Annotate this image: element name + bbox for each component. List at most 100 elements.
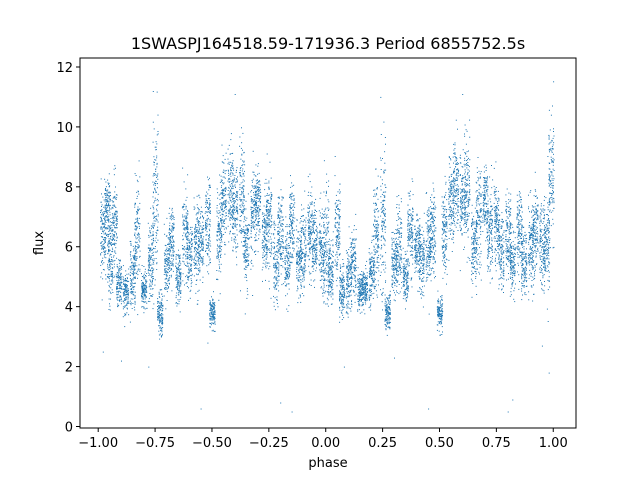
data-point <box>307 222 309 224</box>
data-point <box>286 267 288 269</box>
data-point <box>309 217 311 218</box>
data-point <box>111 213 113 215</box>
data-point <box>242 196 244 198</box>
data-point <box>110 263 112 265</box>
data-point <box>285 277 286 279</box>
data-point <box>151 239 153 241</box>
data-point <box>172 246 174 248</box>
data-point <box>313 280 315 282</box>
data-point <box>155 192 157 193</box>
data-point <box>132 293 134 295</box>
data-point <box>311 247 313 249</box>
data-point <box>116 216 118 218</box>
data-point <box>225 199 227 201</box>
data-point <box>197 208 199 210</box>
data-point <box>177 263 179 265</box>
data-point <box>194 232 196 233</box>
data-point <box>157 316 158 318</box>
data-point <box>218 217 220 219</box>
data-point <box>188 275 190 277</box>
data-point <box>124 326 126 328</box>
data-point <box>303 285 305 287</box>
data-point <box>235 251 237 253</box>
data-point <box>173 255 175 257</box>
data-point <box>291 232 293 234</box>
data-point <box>255 175 257 177</box>
data-point <box>198 238 200 239</box>
data-point <box>254 234 256 236</box>
data-point <box>175 302 177 304</box>
data-point <box>173 244 174 246</box>
data-point <box>231 214 233 216</box>
data-point <box>256 202 258 203</box>
data-point <box>284 277 286 278</box>
data-point <box>143 289 145 291</box>
data-point <box>172 239 174 241</box>
data-point <box>187 228 189 230</box>
data-point <box>214 310 216 312</box>
data-point <box>276 267 277 269</box>
data-point <box>279 253 281 255</box>
data-point <box>121 285 123 287</box>
data-point <box>213 303 215 305</box>
data-point <box>164 282 166 284</box>
data-point <box>124 306 125 308</box>
data-point <box>187 263 188 265</box>
data-point <box>228 209 230 211</box>
data-point <box>225 228 227 230</box>
data-point <box>144 276 146 278</box>
data-point <box>206 202 208 204</box>
data-point <box>269 252 271 253</box>
data-point <box>243 152 245 154</box>
data-point <box>139 268 141 270</box>
data-point <box>246 256 248 258</box>
data-point <box>196 231 198 232</box>
data-point <box>166 274 168 276</box>
data-point <box>232 206 234 208</box>
data-point <box>134 255 136 257</box>
data-point <box>232 205 234 207</box>
data-point <box>111 256 112 258</box>
data-point <box>209 300 211 302</box>
data-point <box>218 226 220 228</box>
data-point <box>144 294 146 296</box>
data-point <box>221 185 223 187</box>
data-point <box>168 249 170 251</box>
data-point <box>111 235 113 237</box>
data-point <box>191 245 192 247</box>
data-point <box>134 272 136 274</box>
data-point <box>187 222 189 223</box>
data-point <box>176 292 178 294</box>
data-point <box>224 173 226 175</box>
data-point <box>164 260 166 262</box>
data-point <box>313 232 315 233</box>
data-point <box>293 214 295 216</box>
data-point <box>296 268 298 270</box>
data-point <box>230 139 232 141</box>
data-point <box>195 239 197 240</box>
data-point <box>120 299 122 300</box>
data-point <box>201 242 203 243</box>
data-point <box>110 242 112 243</box>
data-point <box>298 261 300 263</box>
data-point <box>187 245 189 247</box>
data-point <box>285 276 287 278</box>
data-point <box>310 285 312 286</box>
data-point <box>230 223 232 225</box>
data-point <box>234 217 236 219</box>
data-point <box>209 262 211 264</box>
data-point <box>115 273 117 275</box>
data-point <box>244 239 246 241</box>
data-point <box>145 289 147 291</box>
data-point <box>117 296 119 298</box>
data-point <box>171 219 173 221</box>
data-point <box>286 224 288 226</box>
data-point <box>278 239 280 241</box>
data-point <box>268 216 270 217</box>
data-point <box>161 329 163 331</box>
data-point <box>109 255 111 257</box>
data-point <box>104 224 106 226</box>
data-point <box>161 306 163 308</box>
data-point <box>240 215 242 217</box>
data-point <box>298 250 300 252</box>
